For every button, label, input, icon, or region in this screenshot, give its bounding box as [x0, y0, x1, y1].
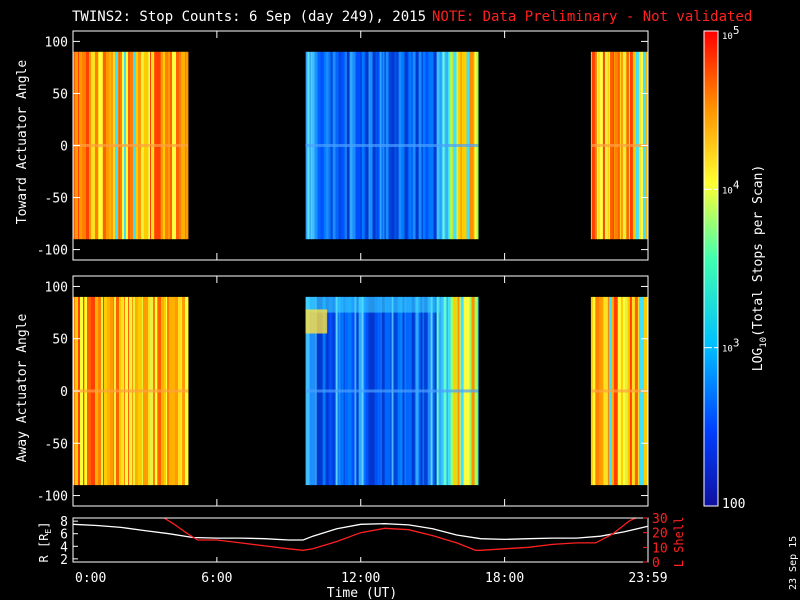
- heatmap-segment: [590, 296, 649, 486]
- y-tick-label: -50: [45, 192, 68, 207]
- y-right-tick-label: 30: [652, 512, 668, 527]
- y-tick-label: 100: [45, 35, 68, 50]
- orbit-left-ylabel: R [RE]: [37, 522, 53, 563]
- away-ylabel: Away Actuator Angle: [15, 313, 30, 462]
- zero-angle-band: [305, 389, 479, 393]
- orbit-right-ylabel: L Shell: [672, 517, 686, 568]
- y-right-tick-label: 20: [652, 527, 668, 542]
- y-tick-label: -100: [37, 244, 68, 259]
- x-tick-label: 12:00: [341, 571, 380, 586]
- y-tick-label: -50: [45, 437, 68, 452]
- zero-angle-band: [305, 144, 479, 147]
- y-left-tick-label: 8: [60, 515, 68, 530]
- x-tick-label: 18:00: [485, 571, 524, 586]
- y-right-tick-label: 10: [652, 541, 668, 556]
- zero-angle-band: [590, 144, 648, 147]
- zero-angle-band: [73, 144, 189, 147]
- y-left-tick-label: 6: [60, 528, 68, 543]
- away-heatmap-panel: 100 50 0 -50 -100: [37, 275, 649, 507]
- colorbar-tick-label: 103: [722, 337, 739, 355]
- colorbar-tick-label: 105: [722, 24, 739, 42]
- zero-angle-band: [73, 389, 189, 393]
- chart-title: TWINS2: Stop Counts: 6 Sep (day 249), 20…: [72, 9, 426, 25]
- y-tick-label: -100: [37, 490, 68, 505]
- y-tick-label: 50: [52, 87, 68, 102]
- heatmap-segment: [73, 296, 189, 486]
- heatmap-segment: [73, 51, 189, 240]
- colorbar-label: LOG10(Total Stops per Scan): [751, 165, 769, 372]
- x-axis-label: Time (UT): [327, 586, 397, 600]
- y-left-tick-label: 2: [60, 553, 68, 568]
- heatmap-band: [305, 296, 441, 313]
- y-tick-label: 100: [45, 280, 68, 295]
- heatmap-segment: [590, 51, 649, 240]
- y-tick-label: 50: [52, 333, 68, 348]
- heatmap-band: [305, 309, 328, 334]
- y-tick-label: 0: [60, 140, 68, 155]
- r-series-line: [73, 523, 648, 541]
- colorbar-ticks: 105 104 103 100: [704, 24, 745, 512]
- x-tick-label: 6:00: [201, 571, 232, 586]
- heatmap-segment: [305, 51, 479, 240]
- toward-heatmap-panel: 100 50 0 -50 -100: [37, 30, 649, 261]
- colorbar-tick-label: 104: [722, 178, 740, 196]
- date-stamp: 23 Sep 15: [788, 536, 799, 590]
- chart-note: NOTE: Data Preliminary - Not validated: [432, 9, 752, 25]
- toward-ylabel: Toward Actuator Angle: [15, 60, 30, 225]
- colorbar: [703, 30, 719, 507]
- colorbar-tick-label: 100: [722, 497, 745, 512]
- y-tick-label: 0: [60, 385, 68, 400]
- x-tick-label: 0:00: [75, 571, 106, 586]
- y-right-tick-label: 0: [652, 556, 660, 571]
- zero-angle-band: [590, 389, 648, 393]
- x-tick-label: 23:59: [628, 571, 667, 586]
- heatmap-segment: [305, 296, 479, 486]
- y-left-tick-label: 4: [60, 540, 68, 555]
- lshell-series-line: [163, 518, 638, 551]
